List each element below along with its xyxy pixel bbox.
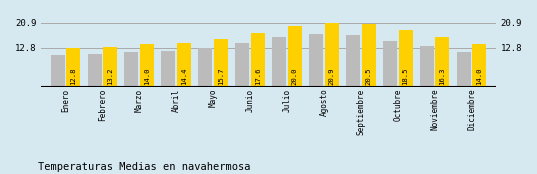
Bar — [473, 44, 487, 87]
Bar — [420, 46, 434, 87]
Bar — [346, 35, 360, 87]
Text: 14.4: 14.4 — [181, 68, 187, 85]
Bar — [50, 55, 64, 87]
Text: 20.0: 20.0 — [292, 68, 297, 85]
Text: 15.7: 15.7 — [218, 68, 224, 85]
Bar — [457, 52, 471, 87]
Bar — [125, 52, 139, 87]
Text: 14.0: 14.0 — [476, 68, 482, 85]
Text: 16.3: 16.3 — [439, 68, 446, 85]
Bar — [272, 37, 286, 87]
Bar — [235, 43, 249, 87]
Bar — [177, 43, 191, 87]
Text: Temperaturas Medias en navahermosa: Temperaturas Medias en navahermosa — [38, 162, 250, 172]
Text: 12.8: 12.8 — [70, 68, 76, 85]
Bar — [361, 24, 375, 87]
Text: 20.9: 20.9 — [329, 68, 335, 85]
Bar — [214, 39, 228, 87]
Bar — [398, 30, 412, 87]
Bar — [288, 26, 302, 87]
Text: 18.5: 18.5 — [403, 68, 409, 85]
Bar — [383, 41, 397, 87]
Bar — [251, 33, 265, 87]
Bar — [103, 47, 117, 87]
Text: 20.5: 20.5 — [366, 68, 372, 85]
Text: 13.2: 13.2 — [107, 68, 113, 85]
Bar — [436, 37, 449, 87]
Bar — [66, 48, 80, 87]
Bar — [162, 51, 176, 87]
Text: 14.0: 14.0 — [144, 68, 150, 85]
Bar — [309, 34, 323, 87]
Bar — [88, 54, 101, 87]
Bar — [198, 48, 212, 87]
Bar — [325, 23, 339, 87]
Bar — [140, 44, 154, 87]
Text: 17.6: 17.6 — [255, 68, 261, 85]
